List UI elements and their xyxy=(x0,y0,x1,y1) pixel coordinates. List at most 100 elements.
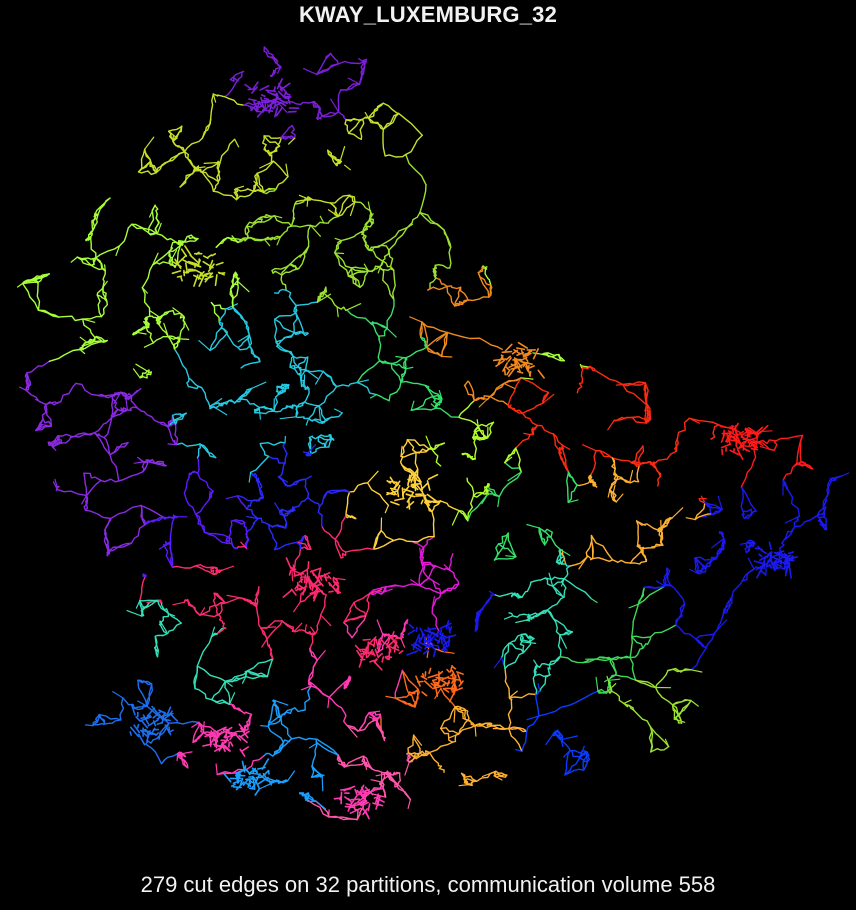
road-edge-428 xyxy=(316,742,339,756)
road-edge-951 xyxy=(187,234,199,240)
road-edge-1547 xyxy=(141,461,146,473)
road-edge-994 xyxy=(168,245,181,252)
road-edge-1895 xyxy=(420,336,428,348)
road-edge-1044 xyxy=(273,741,285,756)
road-edge-1961 xyxy=(180,313,186,323)
road-edge-583 xyxy=(400,451,417,458)
road-edge-230 xyxy=(244,754,265,771)
road-edge-1363 xyxy=(104,529,110,552)
road-edge-1832 xyxy=(287,770,296,782)
road-edge-121 xyxy=(217,162,221,183)
road-edge-141 xyxy=(440,727,454,743)
road-edge-1866 xyxy=(91,214,97,232)
road-edge-923 xyxy=(427,565,437,579)
road-edge-1841 xyxy=(537,683,541,692)
road-edge-311 xyxy=(329,194,351,204)
road-edge-1510 xyxy=(197,472,214,492)
road-edge-1156 xyxy=(376,619,384,635)
road-edge-2091 xyxy=(442,639,451,646)
road-edge-1199 xyxy=(120,391,130,400)
road-edge-1061 xyxy=(154,204,159,215)
road-edge-1702 xyxy=(174,423,179,446)
road-edge-650 xyxy=(273,541,298,551)
road-edge-1831 xyxy=(268,779,289,784)
road-edge-2233 xyxy=(152,720,157,727)
road-edge-609 xyxy=(277,462,286,478)
road-edge-1422 xyxy=(315,800,327,810)
road-edge-288 xyxy=(199,604,216,616)
road-edge-901 xyxy=(290,124,296,139)
road-edge-985 xyxy=(267,455,286,464)
road-edge-295 xyxy=(160,612,170,624)
road-edge-2230 xyxy=(166,706,172,715)
road-edge-1263 xyxy=(490,593,496,598)
road-edge-201 xyxy=(334,252,350,277)
road-edge-2186 xyxy=(446,680,450,687)
road-edge-680 xyxy=(221,620,227,629)
road-edge-1411 xyxy=(458,509,469,522)
road-edge-1096 xyxy=(481,493,489,505)
road-edge-1671 xyxy=(295,312,305,335)
road-edge-1749 xyxy=(463,779,470,786)
road-edge-1744 xyxy=(555,555,565,563)
road-edge-2361 xyxy=(787,551,795,555)
road-edge-2516 xyxy=(248,98,257,102)
road-edge-1891 xyxy=(477,596,492,613)
road-edge-272 xyxy=(367,117,384,131)
road-edge-2203 xyxy=(451,674,457,687)
road-edge-586 xyxy=(636,464,640,483)
road-edge-1629 xyxy=(424,501,433,513)
road-edge-1761 xyxy=(643,585,666,589)
road-edge-1788 xyxy=(120,391,130,400)
road-edge-1859 xyxy=(245,530,250,549)
road-edge-2465 xyxy=(525,365,529,372)
road-edge-2507 xyxy=(270,93,279,96)
road-edge-662 xyxy=(237,334,250,343)
road-edge-1805 xyxy=(317,107,322,121)
road-edge-2605 xyxy=(311,578,319,589)
road-edge-1508 xyxy=(369,322,388,330)
road-edge-80 xyxy=(291,736,318,741)
road-edge-1821 xyxy=(434,398,443,409)
road-edge-882 xyxy=(276,383,290,388)
road-edge-1713 xyxy=(283,515,288,529)
road-edge-1765 xyxy=(307,680,330,698)
road-edge-2342 xyxy=(373,795,383,799)
road-edge-1976 xyxy=(718,531,725,540)
road-edge-2340 xyxy=(365,789,375,794)
road-edge-2473 xyxy=(514,360,521,372)
road-edge-1066 xyxy=(236,495,248,510)
road-edge-1344 xyxy=(230,271,237,290)
road-edge-891 xyxy=(245,216,262,227)
road-edge-25 xyxy=(266,638,274,660)
road-edge-387 xyxy=(182,235,190,243)
road-edge-2510 xyxy=(263,97,270,101)
road-edge-1940 xyxy=(316,286,327,303)
road-edge-1526 xyxy=(323,491,329,499)
road-edge-2117 xyxy=(406,650,419,656)
road-edge-1222 xyxy=(149,160,157,174)
road-edge-1419 xyxy=(196,167,203,173)
road-edge-2384 xyxy=(763,559,766,570)
road-edge-259 xyxy=(186,377,190,388)
road-edge-1722 xyxy=(293,622,303,633)
road-edge-2159 xyxy=(387,645,400,652)
road-edge-1864 xyxy=(525,715,540,732)
road-edge-1912 xyxy=(304,478,310,499)
road-edge-2560 xyxy=(210,730,214,737)
road-edge-88 xyxy=(521,581,532,598)
road-edge-1766 xyxy=(503,377,522,385)
road-edge-1943 xyxy=(85,230,94,241)
road-edge-20 xyxy=(349,201,356,217)
road-edge-1762 xyxy=(656,580,666,587)
road-edge-912 xyxy=(198,340,211,351)
road-edge-1033 xyxy=(507,377,522,406)
road-edge-781 xyxy=(367,102,384,119)
road-edge-1274 xyxy=(332,576,339,584)
road-edge-1434 xyxy=(305,369,319,379)
road-edge-698 xyxy=(536,663,550,668)
road-edge-286 xyxy=(337,60,367,65)
road-edge-1904 xyxy=(141,287,148,294)
road-edge-1046 xyxy=(226,536,230,544)
road-edge-1644 xyxy=(375,713,381,724)
